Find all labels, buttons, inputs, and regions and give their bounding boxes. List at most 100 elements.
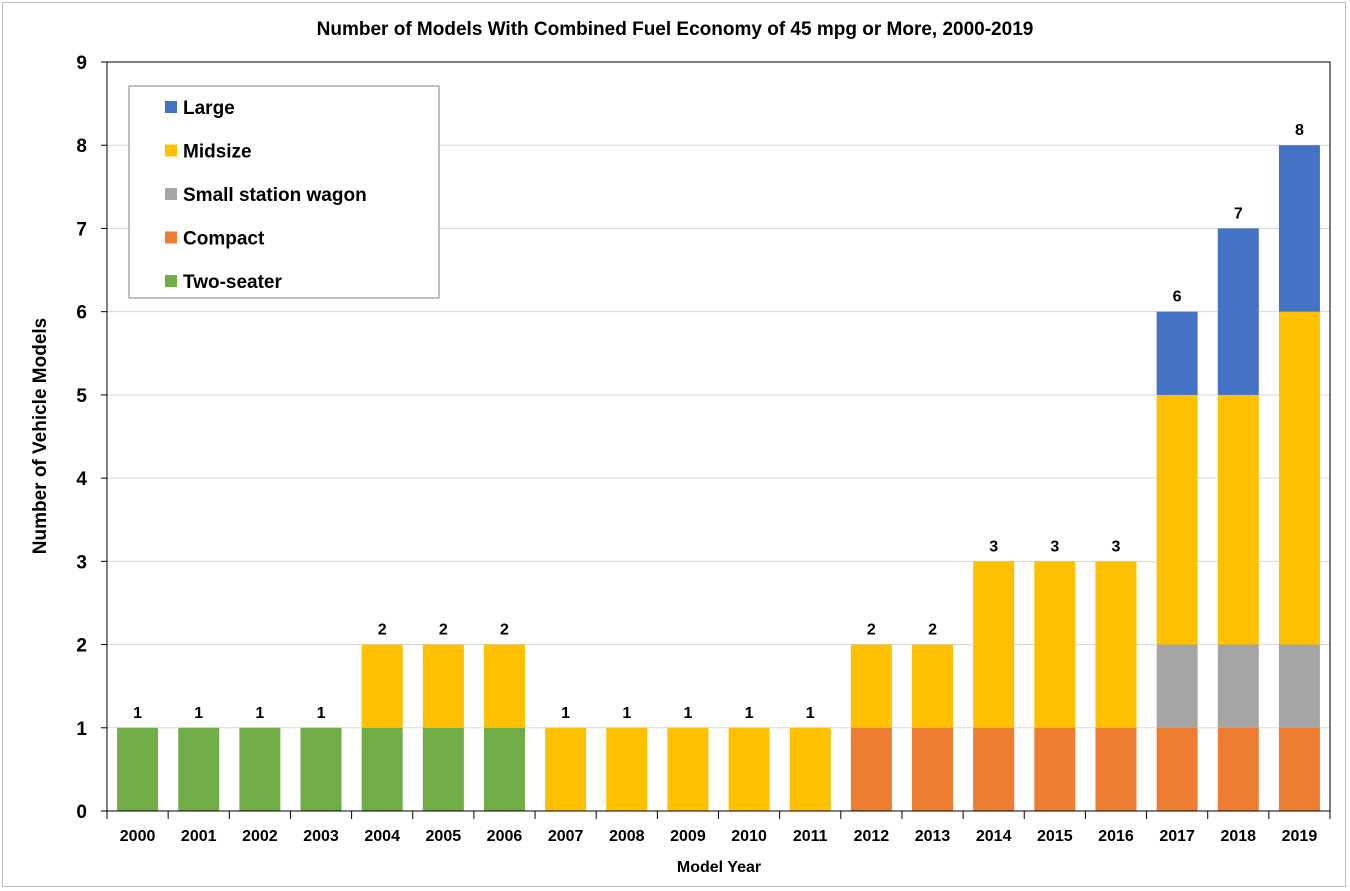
y-tick-label: 4 (76, 469, 87, 490)
bar-segment-midsize (606, 727, 648, 811)
x-tick-label: 2016 (1098, 828, 1134, 845)
bar-segment-midsize (483, 644, 525, 728)
y-tick-label: 1 (76, 719, 87, 740)
bar-segment-compact (912, 727, 954, 811)
bar-segment-compact (973, 727, 1015, 811)
x-axis-label: Model Year (677, 859, 761, 876)
bar-segment-midsize (973, 561, 1015, 728)
bar-segment-two-seater (483, 727, 525, 811)
legend: Large Midsize Small station wagon Compact Tw… (128, 85, 440, 299)
data-label: 3 (989, 538, 998, 555)
bar-segment-large (1156, 311, 1198, 395)
bar-segment-large (1217, 228, 1259, 395)
bar-segment-midsize (850, 644, 892, 728)
bar-segment-midsize (422, 644, 464, 728)
data-label: 1 (683, 705, 692, 722)
x-tick-label: 2000 (120, 828, 156, 845)
bar-segment-compact (1095, 727, 1137, 811)
x-tick-label: 2014 (976, 828, 1012, 845)
data-label: 3 (1112, 538, 1121, 555)
bar-segment-compact (1278, 727, 1320, 811)
legend-label: Compact (183, 229, 265, 250)
bar-segment-two-seater (117, 727, 159, 811)
bar-segment-compact (1217, 727, 1259, 811)
data-label: 3 (1050, 538, 1059, 555)
data-label: 2 (378, 622, 387, 639)
y-tick-label: 6 (76, 303, 87, 324)
y-tick-label: 3 (76, 552, 87, 573)
data-label: 1 (317, 705, 326, 722)
x-tick-label: 2001 (181, 828, 217, 845)
x-tick-label: 2011 (793, 828, 828, 845)
data-label: 7 (1234, 205, 1243, 222)
y-tick-label: 8 (76, 136, 87, 157)
bar-segment-midsize (789, 727, 831, 811)
bar-segment-small-station-wagon (1156, 644, 1198, 728)
x-tick-label: 2005 (426, 828, 462, 845)
x-tick-label: 2006 (487, 828, 523, 845)
legend-swatch (165, 188, 177, 200)
legend-swatch (165, 275, 177, 287)
y-axis-label: Number of Vehicle Models (30, 318, 51, 555)
x-tick-label: 2015 (1037, 828, 1073, 845)
bar-segment-two-seater (361, 727, 403, 811)
legend-label: Midsize (183, 142, 252, 163)
bar-segment-midsize (545, 727, 587, 811)
chart-title: Number of Models With Combined Fuel Econ… (317, 19, 1034, 40)
y-tick-label: 0 (76, 802, 87, 823)
data-label: 1 (806, 705, 815, 722)
bar-segment-midsize (1095, 561, 1137, 728)
x-tick-label: 2017 (1159, 828, 1195, 845)
y-tick-label: 2 (76, 636, 87, 657)
x-tick-label: 2019 (1282, 828, 1318, 845)
data-label: 2 (928, 622, 937, 639)
data-label: 1 (133, 705, 142, 722)
y-tick-label: 5 (76, 386, 87, 407)
x-tick-label: 2002 (242, 828, 278, 845)
y-tick-label: 9 (76, 53, 87, 74)
data-label: 1 (255, 705, 264, 722)
bar-segment-two-seater (239, 727, 281, 811)
x-tick-label: 2008 (609, 828, 645, 845)
x-tick-label: 2007 (548, 828, 584, 845)
bar-segment-midsize (361, 644, 403, 728)
bar-segment-compact (850, 727, 892, 811)
y-tick-labels: 0 1 2 3 4 5 6 7 8 9 (76, 53, 87, 823)
bar-segment-two-seater (422, 727, 464, 811)
bar-segment-large (1278, 145, 1320, 312)
data-label: 6 (1173, 289, 1182, 306)
data-label: 2 (867, 622, 876, 639)
data-labels: 1 1 1 1 2 2 2 1 1 1 1 1 2 2 3 3 3 6 7 8 (133, 122, 1304, 722)
bars (117, 145, 1320, 811)
axes (106, 61, 1331, 819)
x-tick-label: 2010 (731, 828, 767, 845)
bar-segment-midsize (728, 727, 770, 811)
data-label: 1 (622, 705, 631, 722)
legend-swatch (165, 101, 177, 113)
legend-box (128, 85, 440, 299)
legend-label: Small station wagon (183, 185, 367, 206)
bar-segment-small-station-wagon (1278, 644, 1320, 728)
legend-swatch (165, 231, 177, 244)
bar-segment-two-seater (178, 727, 220, 811)
legend-label: Two-seater (183, 272, 283, 293)
bar-segment-midsize (1156, 394, 1198, 645)
bar-segment-small-station-wagon (1217, 644, 1259, 728)
data-label: 8 (1295, 122, 1304, 139)
x-tick-label: 2004 (364, 828, 400, 845)
x-tick-label: 2013 (915, 828, 951, 845)
legend-label: Large (183, 98, 235, 119)
x-tick-label: 2018 (1220, 828, 1256, 845)
bar-segment-compact (1034, 727, 1076, 811)
legend-swatch (165, 144, 177, 157)
y-tick-label: 7 (76, 219, 87, 240)
data-label: 1 (745, 705, 754, 722)
x-tick-label: 2009 (670, 828, 706, 845)
x-tick-label: 2003 (303, 828, 339, 845)
data-label: 2 (500, 622, 509, 639)
bar-segment-midsize (1278, 311, 1320, 645)
x-tick-labels: 2000 2001 2002 2003 2004 2005 2006 2007 2008 2009… (120, 828, 1318, 845)
x-tick-label: 2012 (854, 828, 890, 845)
